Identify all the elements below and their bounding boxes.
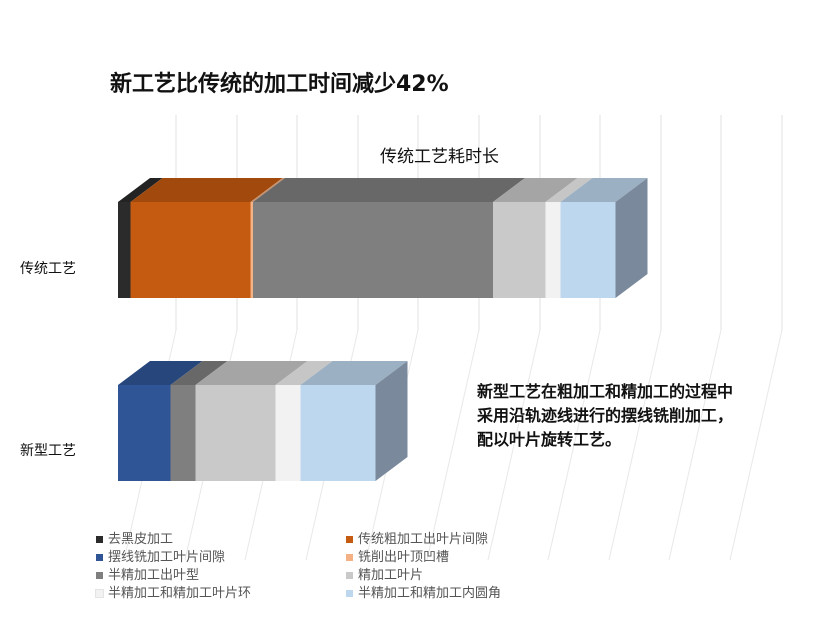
gridline-floor-8	[608, 329, 662, 561]
legend-swatch	[96, 536, 103, 543]
legend-label: 精加工叶片	[358, 568, 424, 583]
bar-top-0-4	[253, 178, 525, 202]
legend-item: 半精加工出叶型	[96, 564, 199, 583]
bar-segment-0-7	[560, 202, 616, 298]
legend-label: 传统粗加工出叶片间隙	[358, 532, 489, 547]
legend-label: 半精加工和精加工内圆角	[358, 586, 502, 601]
bar-segment-0-6	[545, 202, 561, 298]
bar-top-0-6	[545, 178, 593, 202]
legend-item: 传统粗加工出叶片间隙	[346, 528, 488, 547]
legend-swatch	[96, 572, 103, 579]
bar-top-1-6	[275, 361, 333, 385]
annotation-line-3: 配以叶片旋转工艺。	[477, 430, 622, 449]
bar-segment-1-4	[170, 385, 196, 481]
bar-top-0-3	[250, 178, 285, 202]
annotation-line-1: 新型工艺在粗加工和精加工的过程中	[477, 382, 734, 401]
chart-title: 新工艺比传统的加工时间减少42%	[110, 72, 449, 97]
bar-top-1-7	[300, 361, 408, 385]
bar-top-1-5	[195, 361, 308, 385]
bar-segment-0-5	[493, 202, 546, 298]
legend-label: 去黑皮加工	[108, 532, 174, 547]
legend-item: 半精加工和精加工叶片环	[95, 582, 252, 601]
legend-item: 摆线铣加工叶片间隙	[96, 546, 225, 565]
legend-swatch	[346, 536, 353, 543]
bar-side-1	[375, 361, 408, 481]
legend-item: 半精加工和精加工内圆角	[346, 582, 501, 601]
annotation-line-2: 采用沿轨迹线进行的摆线铣削加工，	[477, 406, 734, 425]
bar-segment-0-3	[250, 202, 253, 298]
legend-item: 铣削出叶顶凹槽	[346, 546, 449, 565]
category-label-traditional: 传统工艺	[20, 261, 76, 277]
legend-swatch	[346, 590, 353, 597]
bar-top-1-4	[170, 361, 228, 385]
bar-side-0	[615, 178, 648, 298]
legend-label: 摆线铣加工叶片间隙	[108, 550, 226, 565]
legend-label: 铣削出叶顶凹槽	[358, 550, 450, 565]
annotation-traditional: 传统工艺耗时长	[380, 147, 499, 167]
bar-segment-1-6	[275, 385, 301, 481]
bar-top-0-5	[493, 178, 578, 202]
category-label-new: 新型工艺	[20, 443, 76, 459]
gridline-floor-5	[426, 329, 480, 561]
gridline-floor-9	[668, 329, 722, 561]
annotation-new: 新型工艺在粗加工和精加工的过程中 采用沿轨迹线进行的摆线铣削加工， 配以叶片旋转…	[477, 380, 733, 452]
legend-item: 去黑皮加工	[96, 528, 173, 547]
bar-top-1-2	[118, 361, 203, 385]
legend-swatch	[96, 554, 103, 561]
bar-segment-1-2	[118, 385, 171, 481]
bar-segment-0-0	[118, 202, 131, 298]
gridline-floor-7	[547, 329, 601, 561]
legend-item: 精加工叶片	[346, 564, 423, 583]
bar-segment-1-5	[195, 385, 276, 481]
bar-top-0-1	[130, 178, 283, 202]
bar-top-0-7	[560, 178, 648, 202]
legend-label: 半精加工出叶型	[108, 568, 200, 583]
legend-swatch	[346, 554, 353, 561]
bar-segment-0-4	[253, 202, 493, 298]
gridline-floor-10	[729, 329, 783, 561]
legend-swatch	[346, 572, 353, 579]
bar-top-0-0	[118, 178, 163, 202]
gridline-floor-6	[487, 329, 541, 561]
bar-segment-0-1	[130, 202, 251, 298]
bar-segment-1-7	[300, 385, 376, 481]
legend-swatch	[95, 589, 104, 598]
legend-label: 半精加工和精加工叶片环	[108, 586, 252, 601]
